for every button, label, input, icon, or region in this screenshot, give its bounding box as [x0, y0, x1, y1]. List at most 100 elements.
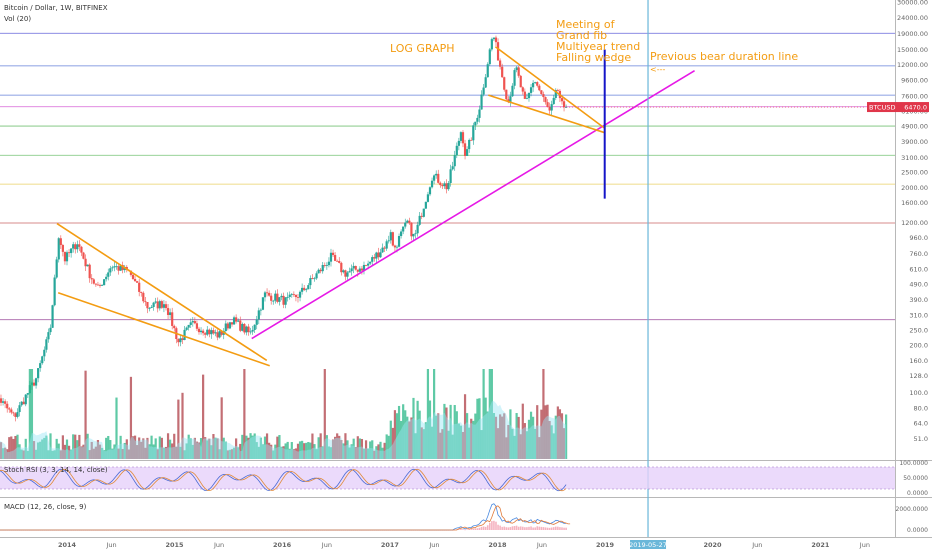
candle-body: [369, 261, 372, 264]
candle-body: [412, 233, 415, 237]
macd-histogram-bar: [554, 526, 557, 530]
volume-bar: [439, 432, 442, 459]
macd-histogram-bar: [474, 528, 477, 530]
candle-body: [146, 302, 149, 309]
volume-bar: [158, 436, 161, 459]
volume-bar: [290, 442, 293, 459]
candle-body: [55, 259, 58, 278]
volume-bar: [387, 435, 390, 459]
macd-histogram-bar: [486, 525, 489, 530]
volume-bar: [247, 437, 250, 459]
volume-bar: [160, 437, 163, 459]
volume-bar: [251, 435, 254, 459]
candle-body: [340, 262, 343, 273]
volume-bar: [381, 447, 384, 459]
candle-body: [523, 91, 526, 99]
volume-bar: [400, 420, 403, 459]
stoch-band: [0, 467, 895, 489]
candle-body: [315, 273, 318, 279]
candle-body: [185, 327, 188, 330]
candle-body: [284, 297, 287, 305]
candle-body: [12, 412, 15, 414]
volume-bar: [127, 449, 130, 459]
y-tick-label: 250.0: [909, 326, 928, 334]
volume-bar: [501, 416, 504, 459]
volume-bar: [138, 437, 141, 459]
volume-bar: [84, 370, 87, 459]
volume-bar: [59, 450, 62, 459]
candle-body: [278, 297, 281, 302]
macd-histogram-bar: [563, 527, 565, 530]
volume-bar: [90, 441, 93, 459]
candle-body: [22, 401, 25, 405]
candle-body: [301, 287, 304, 292]
volume-bar: [82, 444, 85, 459]
volume-bar: [47, 450, 50, 459]
candle-body: [562, 101, 566, 108]
candle-body: [422, 208, 425, 217]
candle-body: [461, 132, 465, 144]
candle-body: [338, 260, 341, 263]
candle-body: [327, 261, 331, 266]
volume-bar: [519, 434, 522, 459]
volume-bar: [10, 436, 13, 459]
volume-bar: [28, 369, 31, 459]
volume-bar: [449, 404, 452, 459]
volume-bar: [41, 439, 44, 459]
macd-histogram-bar: [476, 528, 479, 530]
volume-bar: [536, 405, 539, 459]
x-tick-label: 2019: [596, 541, 615, 549]
macd-histogram-bar: [497, 524, 499, 530]
candle-body: [406, 220, 409, 223]
volume-bar: [313, 444, 316, 459]
macd-histogram-bar: [460, 528, 462, 530]
macd-histogram-bar: [511, 526, 514, 530]
volume-bar: [243, 369, 246, 459]
meeting-annotation-line: Grand fib: [556, 29, 607, 42]
macd-histogram-bar: [526, 527, 528, 530]
y-tick-label: 128.0: [909, 372, 928, 380]
candle-body: [381, 247, 384, 253]
volume-bar: [371, 440, 374, 459]
volume-bar: [346, 440, 349, 459]
volume-bar: [385, 434, 388, 459]
volume-bar: [74, 434, 77, 459]
volume-bar: [218, 449, 221, 459]
candle-body: [513, 70, 516, 86]
candle-body: [490, 39, 493, 50]
candle-body: [214, 332, 217, 334]
volume-bar: [453, 405, 456, 459]
candle-body: [362, 264, 366, 271]
volume-bar: [451, 434, 454, 459]
volume-bar: [49, 433, 52, 459]
volume-bar: [39, 441, 42, 459]
volume-bar: [375, 446, 378, 459]
volume-bar: [422, 429, 425, 459]
volume-bar: [538, 437, 541, 459]
candle-body: [554, 90, 557, 98]
volume-bar: [173, 433, 176, 459]
volume-bar: [393, 410, 397, 459]
volume-bar: [230, 449, 234, 459]
volume-bar: [496, 428, 500, 459]
candle-body: [334, 255, 337, 261]
volume-bar: [470, 418, 473, 459]
candle-body: [286, 296, 289, 298]
volume-bar: [494, 416, 498, 459]
candle-body: [72, 244, 75, 249]
macd-histogram-bar: [495, 521, 497, 530]
macd-histogram-bar: [507, 527, 510, 530]
candle-body: [119, 265, 122, 271]
macd-histogram-bar: [538, 526, 541, 530]
candle-body: [177, 339, 180, 343]
volume-bar: [232, 447, 236, 459]
candle-body: [546, 102, 549, 107]
macd-histogram-bar: [499, 525, 501, 530]
macd-histogram-bar: [559, 527, 561, 530]
macd-histogram-bar: [505, 527, 508, 530]
volume-bar: [98, 444, 102, 459]
candle-body: [453, 155, 456, 167]
y-tick-label: 1600.00: [901, 199, 928, 207]
candle-body: [540, 90, 543, 95]
candle-body: [20, 401, 23, 406]
